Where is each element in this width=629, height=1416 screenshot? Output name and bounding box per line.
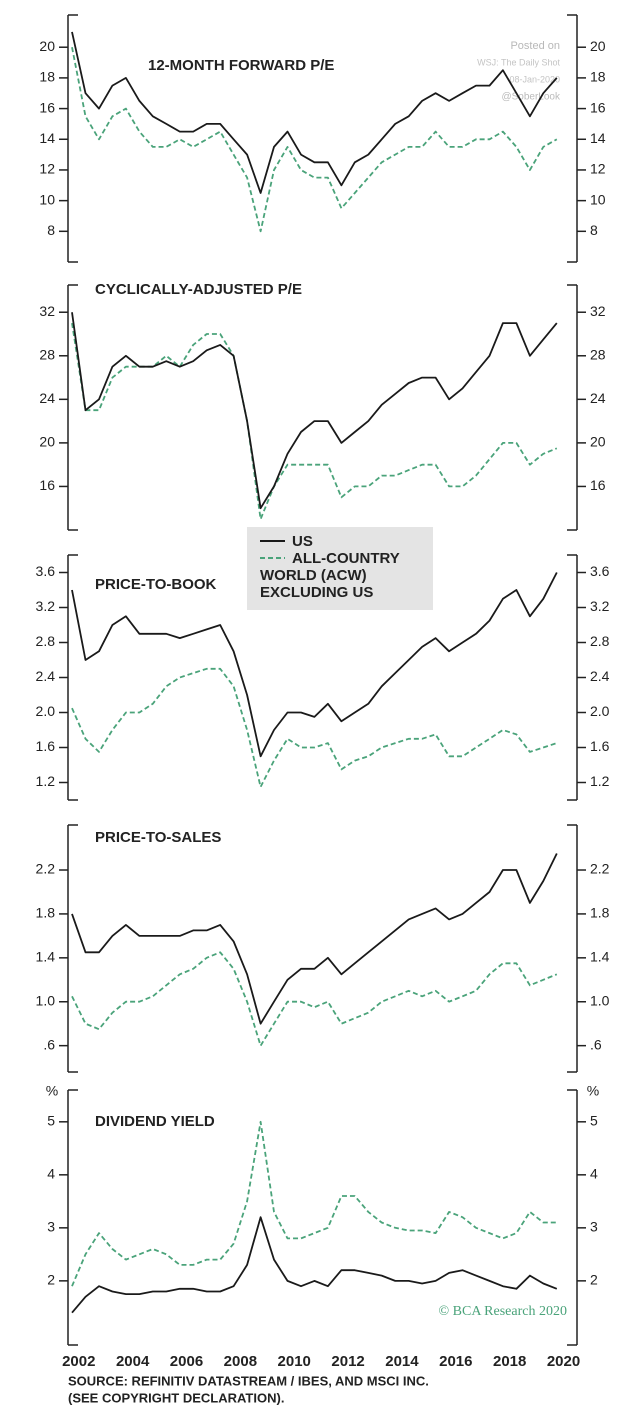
watermark: 08-Jan-2020: [509, 74, 560, 84]
y-tick-label: 20: [590, 434, 606, 450]
legend-label: US: [292, 533, 313, 550]
legend: US ALL-COUNTRY WORLD (ACW) EXCLUDING US: [247, 527, 433, 610]
y-tick-label: 3.6: [590, 563, 610, 579]
y-tick-label: 1.8: [36, 905, 56, 921]
y-tick-label: 2.0: [590, 703, 610, 719]
y-tick-label: 1.8: [590, 905, 610, 921]
y-tick-label: 14: [39, 130, 55, 146]
y-tick-label: 2.8: [36, 633, 56, 649]
y-unit: %: [46, 1083, 58, 1099]
y-tick-label: 2.2: [590, 861, 610, 877]
series-line: [71, 853, 558, 1025]
y-tick-label: 28: [39, 346, 55, 362]
y-tick-label: 10: [590, 191, 606, 207]
y-tick-label: 2.4: [36, 668, 56, 684]
y-tick-label: 2.0: [36, 703, 56, 719]
x-tick-label: 2018: [493, 1353, 526, 1370]
y-tick-label: 32: [590, 303, 606, 319]
panel-title: 12-MONTH FORWARD P/E: [148, 57, 334, 74]
y-tick-label: 4: [590, 1166, 598, 1182]
y-tick-label: 2: [47, 1272, 55, 1288]
y-tick-label: 1.6: [590, 738, 610, 754]
y-tick-label: 2.8: [590, 633, 610, 649]
y-unit: %: [587, 1083, 599, 1099]
x-tick-label: 2020: [547, 1353, 580, 1370]
y-tick-label: 1.6: [36, 738, 56, 754]
legend-swatches: [260, 540, 285, 559]
x-tick-label: 2016: [439, 1353, 472, 1370]
x-tick-label: 2008: [224, 1353, 257, 1370]
y-tick-label: 1.0: [590, 992, 610, 1008]
panel-title: PRICE-TO-BOOK: [95, 576, 217, 593]
y-tick-label: 5: [590, 1113, 598, 1129]
y-tick-label: 20: [39, 38, 55, 54]
y-tick-label: 1.2: [590, 773, 610, 789]
watermark: @SoberLook: [501, 92, 561, 103]
y-tick-label: 10: [39, 191, 55, 207]
y-tick-label: 1.2: [36, 773, 56, 789]
x-tick-label: 2006: [170, 1353, 203, 1370]
series-line: [71, 322, 558, 520]
y-tick-label: 2.4: [590, 668, 610, 684]
y-tick-label: 16: [590, 99, 606, 115]
y-tick-label: 16: [39, 99, 55, 115]
y-tick-label: 3.2: [590, 598, 610, 614]
y-tick-label: 1.4: [590, 949, 610, 965]
y-tick-label: 12: [590, 161, 606, 177]
y-tick-label: 20: [590, 38, 606, 54]
y-tick-label: 8: [590, 222, 598, 238]
y-tick-label: 3.2: [36, 598, 56, 614]
y-tick-label: 3.6: [36, 563, 56, 579]
y-tick-label: 2.2: [36, 861, 56, 877]
y-tick-label: 1.4: [36, 949, 56, 965]
y-tick-label: 14: [590, 130, 606, 146]
series-line: [71, 312, 558, 510]
series-line: [71, 1216, 558, 1314]
y-tick-label: 32: [39, 303, 55, 319]
x-tick-label: 2014: [385, 1353, 419, 1370]
y-tick-label: 16: [590, 477, 606, 493]
x-tick-label: 2002: [62, 1353, 95, 1370]
panel-title: DIVIDEND YIELD: [95, 1113, 215, 1130]
y-tick-label: 18: [39, 69, 55, 85]
watermark: Posted on: [510, 40, 560, 52]
y-tick-label: 5: [47, 1113, 55, 1129]
y-tick-label: .6: [43, 1036, 55, 1052]
x-tick-label: 2010: [278, 1353, 311, 1370]
y-tick-label: 16: [39, 477, 55, 493]
y-tick-label: 3: [590, 1219, 598, 1235]
panel-title: PRICE-TO-SALES: [95, 829, 221, 846]
y-tick-label: 1.0: [36, 992, 56, 1008]
y-tick-label: 24: [39, 390, 55, 406]
source: (SEE COPYRIGHT DECLARATION).: [68, 1390, 284, 1405]
x-tick-label: 2012: [331, 1353, 364, 1370]
y-tick-label: 8: [47, 222, 55, 238]
panel-title: CYCLICALLY-ADJUSTED P/E: [95, 281, 302, 298]
series-line: [71, 1120, 557, 1287]
y-tick-label: 12: [39, 161, 55, 177]
watermark: WSJ: The Daily Shot: [477, 57, 560, 67]
series-line: [71, 31, 558, 194]
series-line: [71, 951, 558, 1047]
series-line: [71, 572, 558, 758]
copyright: © BCA Research 2020: [439, 1304, 567, 1319]
series-line: [71, 667, 558, 788]
source: SOURCE: REFINITIV DATASTREAM / IBES, AND…: [68, 1373, 429, 1388]
y-tick-label: 18: [590, 69, 606, 85]
y-tick-label: 4: [47, 1166, 55, 1182]
y-tick-label: 24: [590, 390, 606, 406]
y-tick-label: 2: [590, 1272, 598, 1288]
y-tick-label: .6: [590, 1036, 602, 1052]
x-tick-label: 2004: [116, 1353, 150, 1370]
series-line: [71, 47, 558, 233]
y-tick-label: 3: [47, 1219, 55, 1235]
legend-label: ALL-COUNTRY WORLD (ACW) EXCLUDING US: [260, 550, 400, 601]
y-tick-label: 28: [590, 346, 606, 362]
y-tick-label: 20: [39, 434, 55, 450]
